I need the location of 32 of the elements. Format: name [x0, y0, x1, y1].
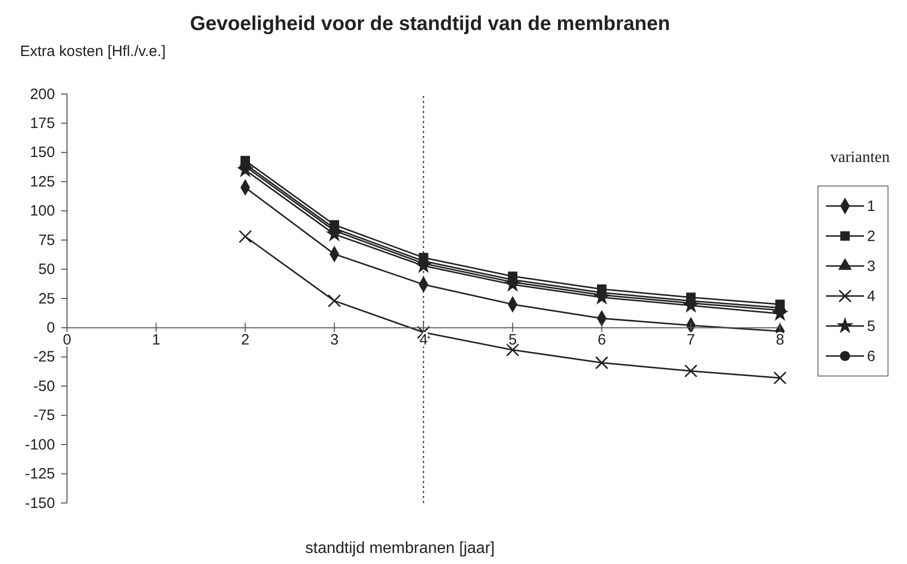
- y-tick-label: -75: [33, 407, 55, 424]
- x-tick-label: 5: [508, 332, 517, 349]
- y-tick-label: 75: [38, 232, 55, 249]
- x-axis-title: standtijd membranen [jaar]: [305, 540, 495, 557]
- legend-title: varianten: [830, 149, 890, 166]
- y-tick-label: -50: [33, 378, 55, 395]
- x-tick-label: 1: [152, 332, 160, 349]
- y-tick-label: -125: [24, 466, 55, 483]
- legend-label: 5: [867, 318, 876, 335]
- y-tick-label: 175: [30, 115, 55, 132]
- legend-label: 2: [867, 228, 876, 245]
- y-tick-label: -100: [24, 436, 55, 454]
- y-tick-label: 150: [30, 144, 55, 162]
- legend-label: 6: [867, 348, 876, 365]
- y-tick-label: 25: [38, 290, 55, 308]
- y-tick-label: -25: [33, 348, 55, 366]
- y-axis-title: Extra kosten [Hfl./v.e.]: [20, 43, 166, 60]
- x-tick-label: 7: [686, 332, 696, 349]
- x-tick-label: 2: [241, 332, 250, 349]
- chart-title: Gevoeligheid voor de standtijd van de membranen: [190, 13, 670, 35]
- y-tick-label: 100: [30, 202, 55, 220]
- y-tick-label: 50: [38, 261, 55, 278]
- legend-label: 4: [867, 288, 876, 305]
- y-tick-label: 0: [46, 320, 55, 337]
- y-tick-label: 200: [30, 86, 55, 103]
- x-tick-label: 3: [330, 332, 339, 349]
- legend-label: 1: [867, 198, 876, 215]
- x-tick-label: 4: [419, 332, 428, 349]
- legend-label: 3: [867, 258, 876, 275]
- x-tick-label: 6: [598, 332, 606, 349]
- y-tick-label: 125: [30, 173, 55, 190]
- y-tick-label: -150: [24, 494, 55, 512]
